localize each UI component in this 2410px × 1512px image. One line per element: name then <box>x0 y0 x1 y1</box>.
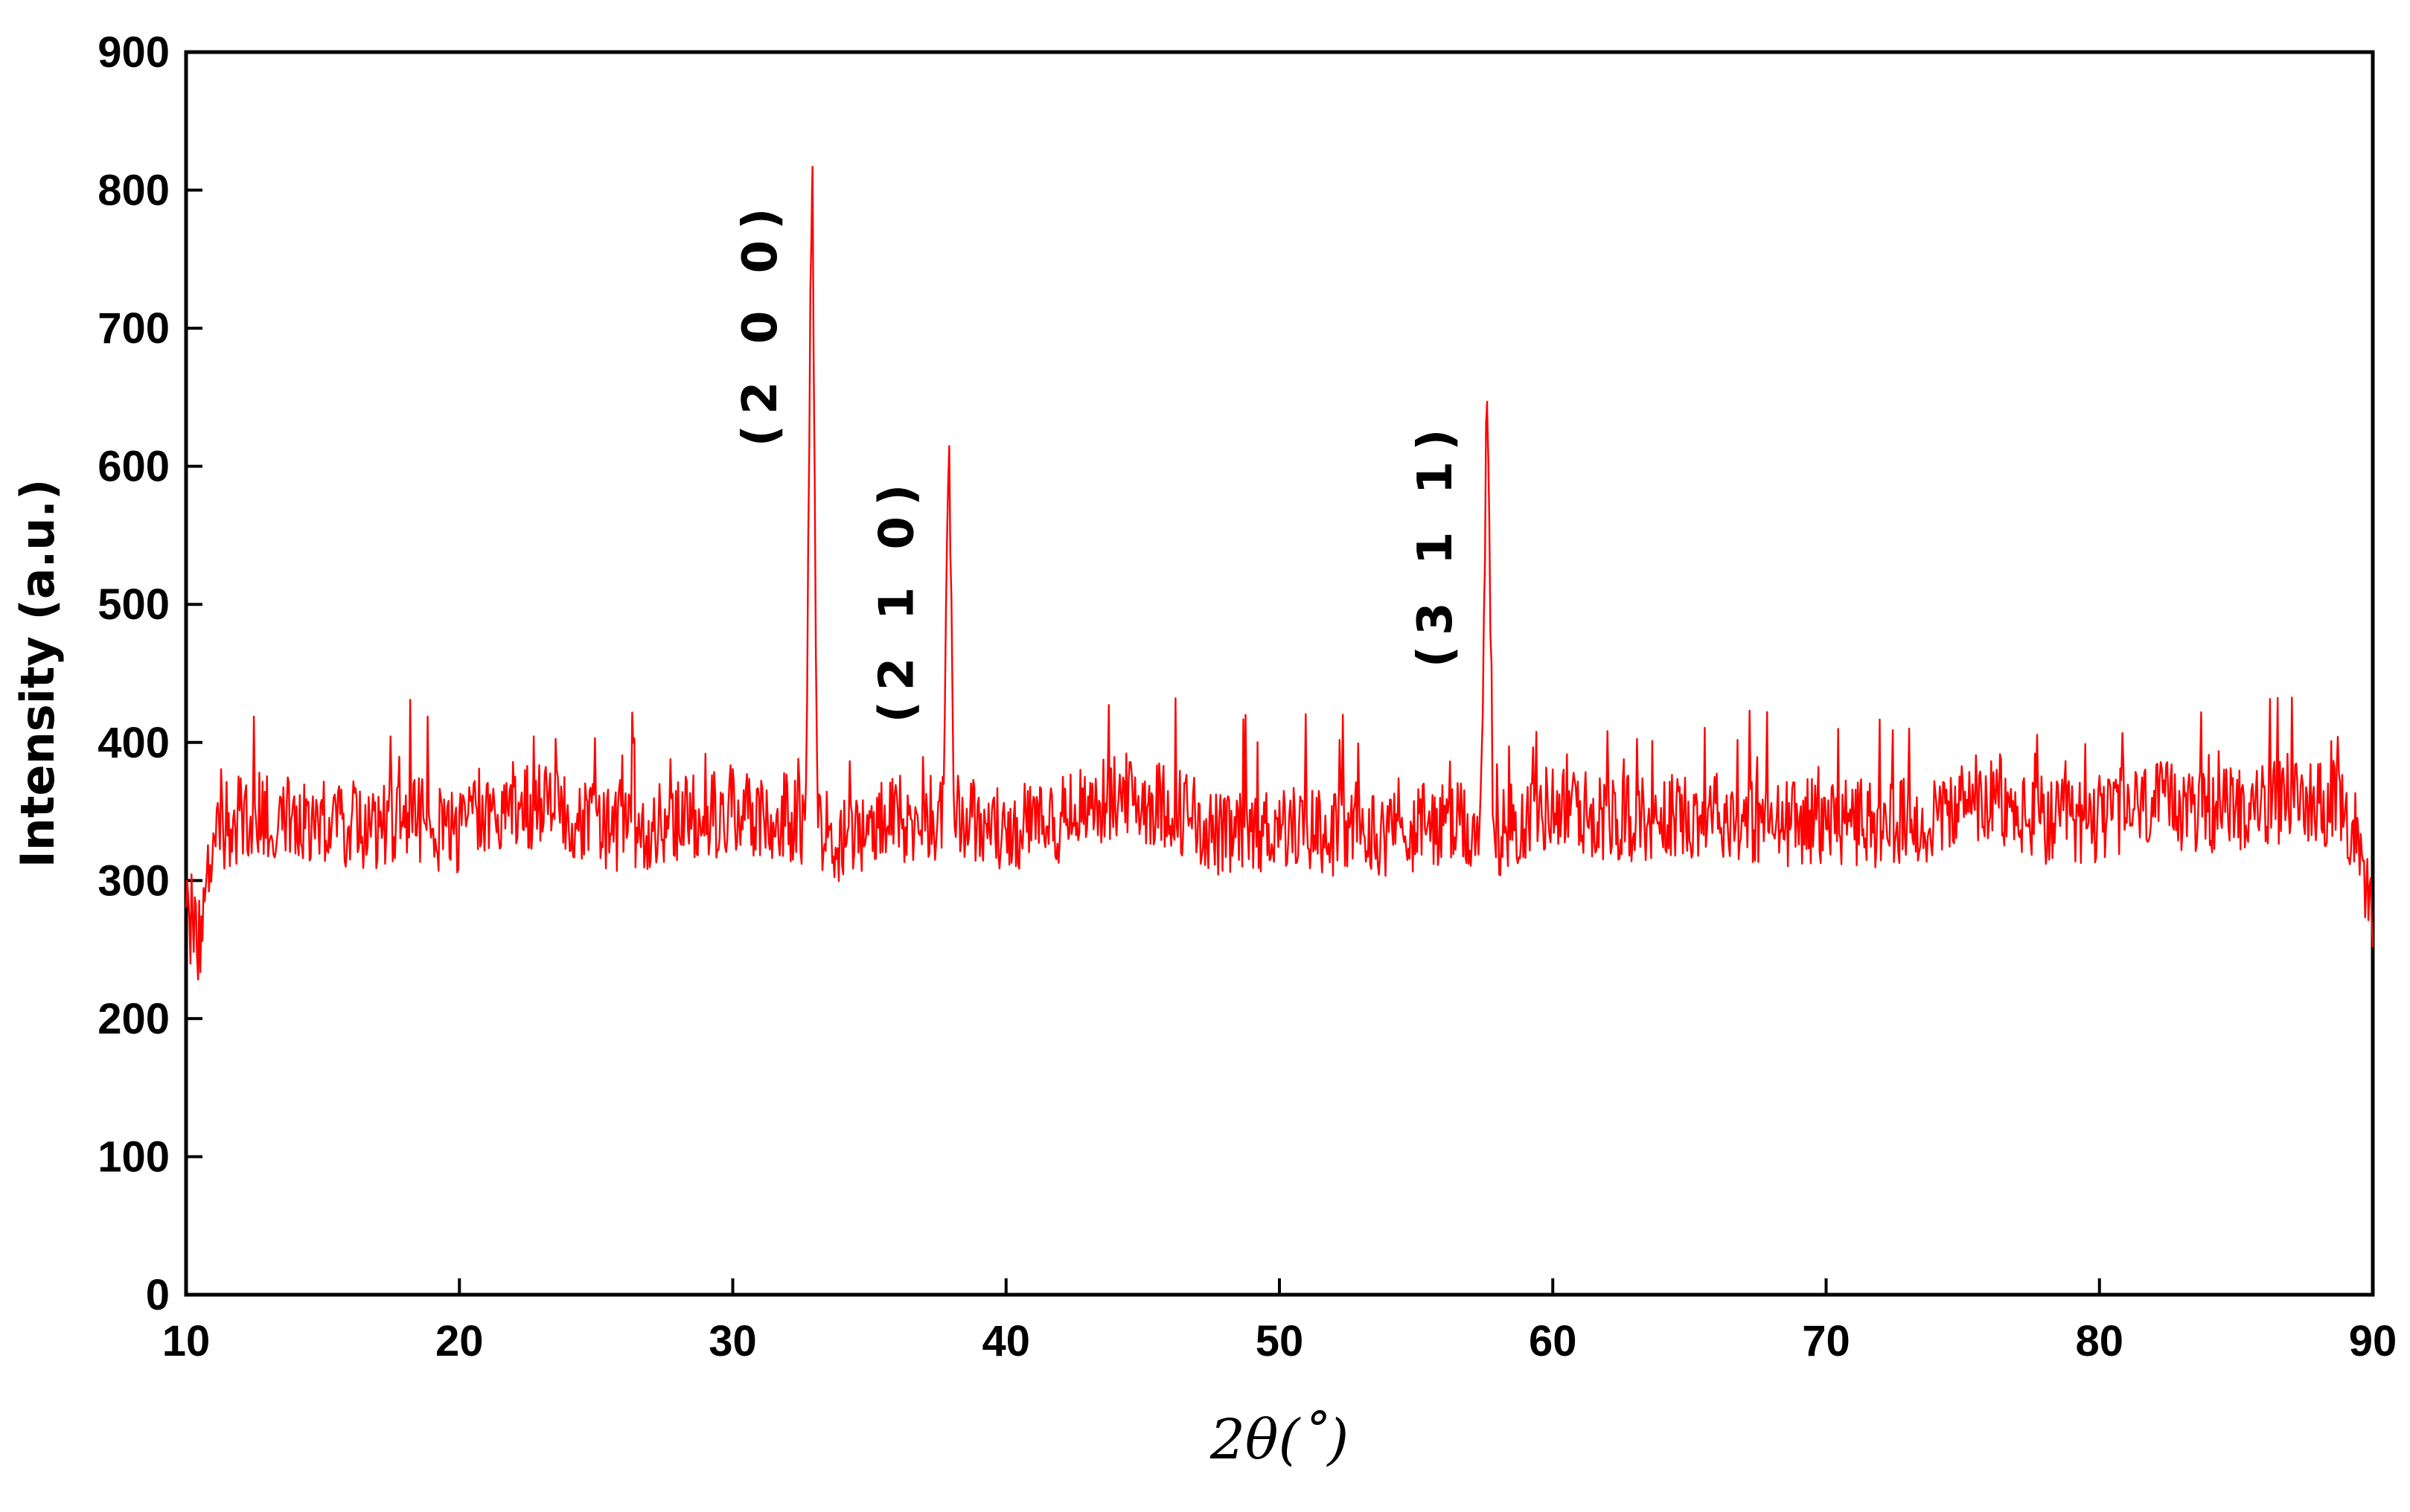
y-axis-ticks: 0 100 200 300 400 500 600 700 800 900 <box>98 28 202 1319</box>
y-tick-label: 500 <box>98 580 170 629</box>
peak-label: (2 1 0) <box>870 474 925 723</box>
plot-frame <box>184 50 2375 1297</box>
x-tick-label: 50 <box>1256 1317 1304 1365</box>
peak-labels: (2 0 0) (2 1 0) (3 1 1) <box>733 198 1463 723</box>
y-tick-label: 300 <box>98 856 170 905</box>
x-tick-label: 20 <box>435 1317 484 1365</box>
x-tick-label: 30 <box>709 1317 757 1365</box>
x-tick-label: 10 <box>162 1317 211 1365</box>
x-tick-label: 70 <box>1802 1317 1850 1365</box>
diffraction-pattern-line <box>185 165 2374 981</box>
y-tick-label: 400 <box>98 719 170 767</box>
y-axis-title: Intensity (a.u.) <box>10 479 65 868</box>
x-tick-label: 80 <box>2075 1317 2123 1365</box>
peak-label: (2 0 0) <box>733 198 788 447</box>
x-axis-title: 2θ(˚) <box>1209 1408 1349 1472</box>
x-tick-label: 40 <box>982 1317 1030 1365</box>
y-tick-label: 900 <box>98 28 170 77</box>
x-tick-label: 60 <box>1529 1317 1577 1365</box>
y-tick-label: 0 <box>146 1271 170 1319</box>
x-axis-ticks: 10 20 30 40 50 60 70 80 90 <box>162 1278 2397 1365</box>
y-tick-label: 800 <box>98 167 170 215</box>
peak-label: (3 1 1) <box>1408 418 1463 667</box>
y-tick-label: 200 <box>98 995 170 1043</box>
y-tick-label: 700 <box>98 304 170 353</box>
y-tick-label: 600 <box>98 443 170 491</box>
x-tick-label: 90 <box>2349 1317 2397 1365</box>
y-tick-label: 100 <box>98 1133 170 1181</box>
